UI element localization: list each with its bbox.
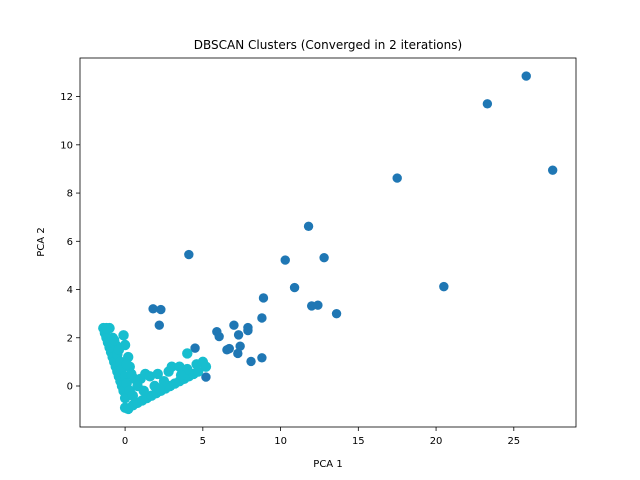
y-tick-label: 8 xyxy=(67,189,73,200)
cluster-point xyxy=(175,369,187,381)
x-tick-label: 10 xyxy=(274,436,287,447)
x-tick-label: 0 xyxy=(122,436,128,447)
outlier-point xyxy=(154,320,164,330)
outlier-point xyxy=(258,293,269,303)
y-axis-label: PCA 2 xyxy=(36,227,47,256)
plot-area xyxy=(79,57,577,428)
cluster-point xyxy=(126,368,137,380)
y-tick-label: 0 xyxy=(67,382,73,393)
outlier-point xyxy=(313,300,323,310)
outlier-point xyxy=(233,330,244,340)
outlier-point xyxy=(392,173,402,183)
outlier-point xyxy=(257,313,267,323)
cluster-point xyxy=(127,390,139,401)
cluster-point xyxy=(152,368,163,380)
outlier-point xyxy=(521,71,531,81)
outlier-point xyxy=(331,308,342,319)
x-axis-label: PCA 1 xyxy=(313,459,342,470)
outlier-point xyxy=(190,343,200,353)
x-tick-label: 25 xyxy=(507,436,520,447)
outlier-point xyxy=(243,325,253,336)
outlier-point xyxy=(201,372,211,382)
x-tick-label: 5 xyxy=(200,436,206,447)
cluster-point xyxy=(118,330,129,341)
outlier-point xyxy=(156,304,166,315)
cluster-point xyxy=(200,361,212,372)
outlier-point xyxy=(289,282,300,293)
chart-title: DBSCAN Clusters (Converged in 2 iteratio… xyxy=(194,38,462,52)
outlier-point xyxy=(257,353,267,363)
outlier-point xyxy=(280,255,290,265)
outlier-point xyxy=(222,345,232,355)
outlier-point xyxy=(482,99,493,109)
outlier-point xyxy=(547,165,558,175)
x-axis: 0 5 10 15 20 25 xyxy=(122,427,520,447)
cluster-point xyxy=(138,385,149,397)
outlier-point xyxy=(214,331,224,342)
cluster-point xyxy=(154,383,165,394)
outlier-point xyxy=(229,320,239,330)
outlier-point xyxy=(246,356,256,367)
outlier-point xyxy=(148,304,158,314)
outlier-point xyxy=(303,221,314,232)
y-tick-label: 2 xyxy=(67,333,73,344)
y-tick-label: 4 xyxy=(67,285,73,296)
cluster-point xyxy=(121,359,132,370)
outlier-point xyxy=(184,249,194,260)
cluster-point xyxy=(166,361,177,372)
outlier-point xyxy=(439,281,449,292)
y-tick-label: 12 xyxy=(60,92,73,103)
outlier-point xyxy=(319,252,329,263)
y-tick-label: 6 xyxy=(67,237,73,248)
outlier-point xyxy=(233,348,243,359)
outlier-point xyxy=(235,341,245,351)
y-axis: 0 2 4 6 8 10 12 xyxy=(60,92,80,393)
cluster-point xyxy=(109,334,120,346)
y-tick-label: 10 xyxy=(60,140,73,151)
points-layer xyxy=(98,71,558,415)
x-tick-label: 20 xyxy=(430,436,443,447)
cluster-point xyxy=(113,344,125,356)
cluster-point xyxy=(101,322,112,334)
cluster-point xyxy=(182,348,193,359)
x-tick-label: 15 xyxy=(352,436,365,447)
